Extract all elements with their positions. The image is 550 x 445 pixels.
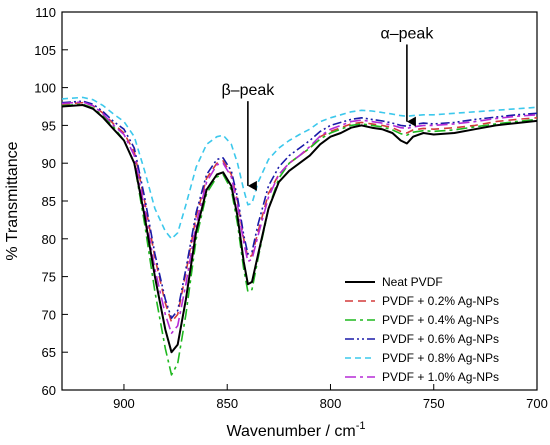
y-tick-label: 100 [34,81,56,96]
x-tick-label: 850 [216,396,238,411]
legend-label-4: PVDF + 0.8% Ag-NPs [382,351,499,365]
annotation-label-0: β–peak [221,82,275,99]
legend-label-1: PVDF + 0.2% Ag-NPs [382,294,499,308]
series-line-5 [61,101,538,335]
x-tick-label: 900 [113,396,135,411]
y-tick-label: 105 [34,43,56,58]
y-tick-label: 90 [42,156,56,171]
x-axis-label: Wavenumber / cm-1 [227,420,366,440]
annotation-layer: β–peak α–peak [221,25,434,191]
x-tick-label: 700 [526,396,548,411]
series-line-0 [61,104,538,354]
legend-label-0: Neat PVDF [382,275,443,289]
legend: Neat PVDF PVDF + 0.2% Ag-NPs PVDF + 0.4% A… [345,275,499,384]
series-line-1 [61,101,538,323]
y-tick-label: 70 [42,307,56,322]
x-tick-label: 800 [320,396,342,411]
ticks-layer: 900 850 800 750 700 60 65 70 75 80 85 90 95 100 105 110 [34,5,548,411]
y-tick-label: 80 [42,232,56,247]
y-tick-label: 75 [42,270,56,285]
y-axis-label: % Transmittance [4,141,21,260]
y-tick-label: 95 [42,118,56,133]
x-tick-label: 750 [423,396,445,411]
legend-label-5: PVDF + 1.0% Ag-NPs [382,370,499,384]
y-tick-label: 65 [42,345,56,360]
y-tick-label: 85 [42,194,56,209]
y-tick-label: 60 [42,383,56,398]
series-line-4 [61,96,538,240]
legend-label-3: PVDF + 0.6% Ag-NPs [382,332,499,346]
y-tick-label: 110 [35,5,56,20]
annotation-label-1: α–peak [380,25,434,42]
legend-label-2: PVDF + 0.4% Ag-NPs [382,313,499,327]
